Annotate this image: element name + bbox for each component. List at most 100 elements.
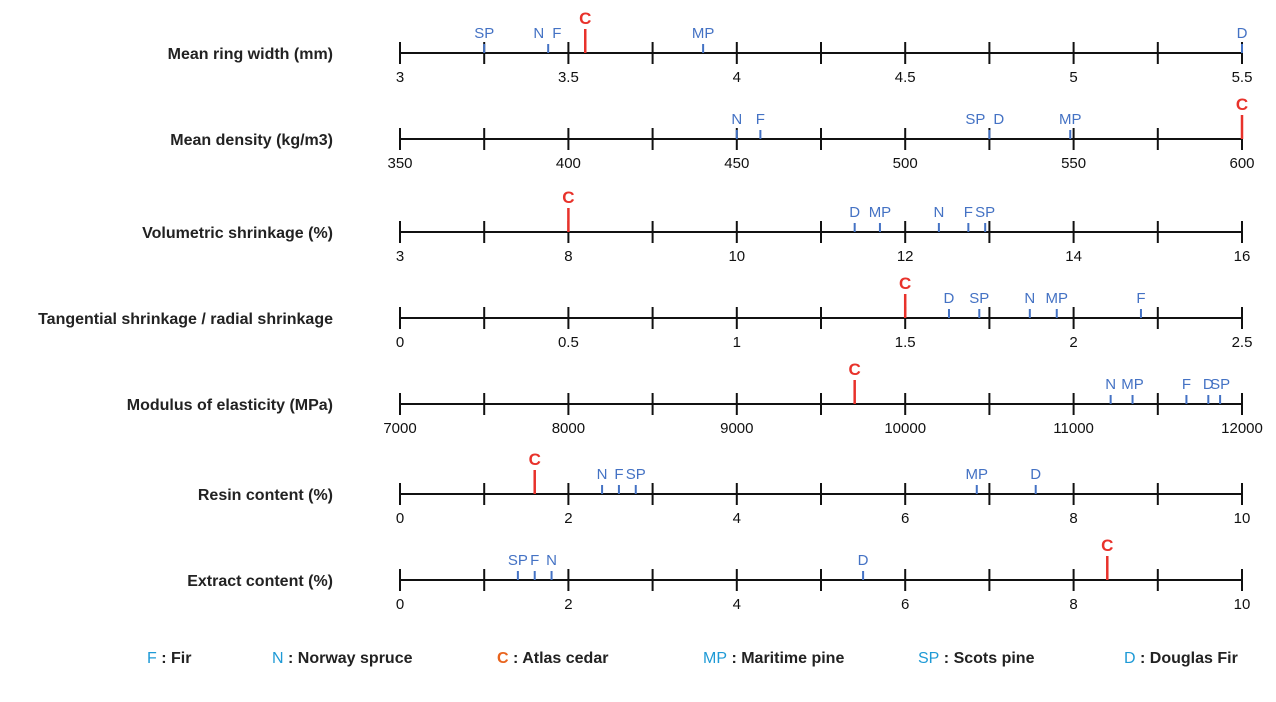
tick-label: 0 bbox=[396, 334, 404, 351]
legend-separator: : bbox=[157, 650, 171, 667]
tick-label: 8 bbox=[1069, 510, 1077, 527]
chart-row: Tangential shrinkage / radial shrinkage 0… bbox=[38, 274, 1252, 351]
tick-label: 2.5 bbox=[1232, 334, 1253, 351]
tick-label: 8000 bbox=[552, 420, 585, 437]
tick-label: 1 bbox=[733, 334, 741, 351]
legend-separator: : bbox=[1136, 650, 1150, 667]
tick-label: 10 bbox=[728, 248, 745, 265]
tick-label: 450 bbox=[724, 155, 749, 172]
marker-label: MP bbox=[966, 466, 989, 483]
legend-separator: : bbox=[509, 650, 523, 667]
marker-label: N bbox=[731, 111, 742, 128]
legend-name: Fir bbox=[171, 650, 191, 667]
legend-code: N bbox=[272, 650, 284, 667]
chart-row: Extract content (%) 0 2 4 6 8 10 SP F N D C bbox=[187, 536, 1250, 613]
legend-code: MP bbox=[703, 650, 727, 667]
tick-label: 3 bbox=[396, 248, 404, 265]
marker-label: C bbox=[529, 450, 541, 469]
tick-label: 550 bbox=[1061, 155, 1086, 172]
marker-label: C bbox=[1236, 95, 1248, 114]
marker-label: SP bbox=[969, 290, 989, 307]
marker-label: SP bbox=[1210, 376, 1230, 393]
marker-label: F bbox=[1182, 376, 1191, 393]
marker-label: D bbox=[993, 111, 1004, 128]
marker-label: SP bbox=[965, 111, 985, 128]
row-label: Mean ring width (mm) bbox=[168, 46, 333, 63]
chart-row: Volumetric shrinkage (%) 3 8 10 12 14 16 C D MP N F… bbox=[142, 188, 1250, 265]
tick-label: 4.5 bbox=[895, 69, 916, 86]
marker-label: F bbox=[756, 111, 765, 128]
marker-label: C bbox=[1101, 536, 1113, 555]
marker-label: MP bbox=[869, 204, 892, 221]
legend-item: D : Douglas Fir bbox=[1124, 650, 1238, 668]
marker-label: F bbox=[614, 466, 623, 483]
legend-separator: : bbox=[939, 650, 953, 667]
marker-label: SP bbox=[975, 204, 995, 221]
chart-row: Modulus of elasticity (MPa) 7000 8000 9000 1… bbox=[127, 360, 1263, 437]
chart-row: Resin content (%) 0 2 4 6 8 10 C N F SP MP D bbox=[198, 450, 1250, 527]
tick-label: 5 bbox=[1069, 69, 1077, 86]
legend-separator: : bbox=[284, 650, 298, 667]
legend-name: Douglas Fir bbox=[1150, 650, 1238, 667]
tick-label: 4 bbox=[733, 510, 741, 527]
legend: F : Fir N : Norway spruce C : Atlas cedar M… bbox=[0, 650, 1276, 680]
legend-item: MP : Maritime pine bbox=[703, 650, 844, 668]
tick-label: 0 bbox=[396, 510, 404, 527]
tick-label: 1.5 bbox=[895, 334, 916, 351]
tick-label: 4 bbox=[733, 69, 741, 86]
marker-label: F bbox=[552, 25, 561, 42]
marker-label: SP bbox=[474, 25, 494, 42]
row-label: Modulus of elasticity (MPa) bbox=[127, 397, 333, 414]
tick-label: 400 bbox=[556, 155, 581, 172]
tick-label: 3 bbox=[396, 69, 404, 86]
marker-label: F bbox=[530, 552, 539, 569]
tick-label: 8 bbox=[564, 248, 572, 265]
tick-label: 12 bbox=[897, 248, 914, 265]
marker-label: C bbox=[849, 360, 861, 379]
legend-name: Atlas cedar bbox=[522, 650, 608, 667]
tick-label: 500 bbox=[893, 155, 918, 172]
legend-code: D bbox=[1124, 650, 1136, 667]
legend-code: SP bbox=[918, 650, 939, 667]
marker-label: MP bbox=[1059, 111, 1082, 128]
marker-label: N bbox=[933, 204, 944, 221]
legend-item: C : Atlas cedar bbox=[497, 650, 608, 668]
tick-label: 6 bbox=[901, 510, 909, 527]
marker-label: C bbox=[579, 9, 591, 28]
legend-code: F bbox=[147, 650, 157, 667]
marker-label: MP bbox=[1046, 290, 1069, 307]
row-label: Resin content (%) bbox=[198, 487, 333, 504]
legend-name: Norway spruce bbox=[298, 650, 413, 667]
tick-label: 11000 bbox=[1053, 420, 1094, 437]
marker-label: N bbox=[1024, 290, 1035, 307]
tick-label: 8 bbox=[1069, 596, 1077, 613]
tick-label: 2 bbox=[564, 596, 572, 613]
marker-label: F bbox=[1136, 290, 1145, 307]
tick-label: 12000 bbox=[1221, 420, 1263, 437]
tick-label: 9000 bbox=[720, 420, 753, 437]
tick-label: 5.5 bbox=[1232, 69, 1253, 86]
marker-label: C bbox=[562, 188, 574, 207]
marker-label: D bbox=[1030, 466, 1041, 483]
legend-item: N : Norway spruce bbox=[272, 650, 413, 668]
tick-label: 2 bbox=[1069, 334, 1077, 351]
row-label: Tangential shrinkage / radial shrinkage bbox=[38, 311, 333, 328]
tick-label: 14 bbox=[1065, 248, 1082, 265]
tick-label: 0.5 bbox=[558, 334, 579, 351]
row-label: Extract content (%) bbox=[187, 573, 333, 590]
tick-label: 350 bbox=[387, 155, 412, 172]
tick-label: 10 bbox=[1234, 510, 1251, 527]
tick-label: 16 bbox=[1234, 248, 1251, 265]
marker-label: SP bbox=[626, 466, 646, 483]
marker-label: MP bbox=[692, 25, 715, 42]
tick-label: 600 bbox=[1229, 155, 1254, 172]
legend-item: F : Fir bbox=[147, 650, 191, 668]
marker-label: C bbox=[899, 274, 911, 293]
marker-label: D bbox=[858, 552, 869, 569]
legend-item: SP : Scots pine bbox=[918, 650, 1034, 668]
legend-code: C bbox=[497, 650, 509, 667]
tick-label: 7000 bbox=[383, 420, 416, 437]
marker-label: SP bbox=[508, 552, 528, 569]
row-label: Mean density (kg/m3) bbox=[170, 132, 333, 149]
